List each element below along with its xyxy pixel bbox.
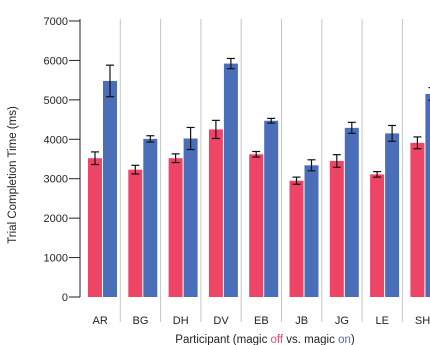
x-tick-labels: AR BG DH DV EB JB JG LE SH	[93, 315, 430, 327]
bar-on-bg	[143, 138, 158, 297]
x-axis-title-part: Participant (magic	[175, 334, 270, 345]
bar-off-dv	[208, 129, 223, 297]
y-tick-label: 0	[62, 292, 68, 304]
x-axis-title-part: off	[271, 334, 284, 345]
x-tick-label: DH	[173, 315, 189, 327]
bar-on-le	[385, 133, 400, 297]
y-axis: 0 1000 2000 3000 4000 5000 6000 7000	[44, 16, 81, 304]
y-tick-label: 6000	[44, 55, 68, 67]
bars	[88, 63, 430, 297]
x-tick-label: EB	[254, 315, 269, 327]
bar-off-le	[370, 174, 385, 297]
y-tick-label: 5000	[44, 95, 68, 107]
bar-on-sh	[425, 93, 430, 297]
bar-on-dh	[183, 138, 198, 297]
x-tick-label: JB	[295, 315, 308, 327]
y-tick-label: 4000	[44, 134, 68, 146]
y-tick-label: 1000	[44, 253, 68, 265]
x-tick-label: JG	[335, 315, 349, 327]
x-axis-title-part: )	[351, 334, 355, 345]
bar-on-jg	[344, 127, 359, 297]
bar-on-dv	[223, 63, 238, 297]
x-tick-label: LE	[376, 315, 389, 327]
bar-on-jb	[304, 165, 319, 297]
x-tick-label: SH	[415, 315, 430, 327]
bar-on-eb	[264, 120, 279, 297]
bar-off-bg	[128, 169, 143, 297]
x-axis-title-part: on	[338, 334, 351, 345]
x-tick-label: AR	[93, 315, 108, 327]
y-axis-title: Trial Completion Time (ms)	[7, 106, 19, 244]
x-tick-label: DV	[213, 315, 229, 327]
y-tick-label: 2000	[44, 213, 68, 225]
error-bars	[91, 57, 430, 185]
x-tick-label: BG	[132, 315, 148, 327]
x-axis-title: Participant (magic off vs. magic on)	[175, 334, 355, 345]
bar-off-eb	[249, 154, 264, 297]
group-separators	[119, 19, 403, 322]
bar-off-jg	[329, 160, 344, 297]
y-tick-label: 3000	[44, 174, 68, 186]
bar-off-dh	[168, 158, 183, 297]
bar-off-ar	[88, 158, 102, 297]
bar-on-ar	[103, 80, 117, 297]
y-tick-label: 7000	[44, 16, 68, 28]
x-axis-title-part: vs. magic	[283, 334, 338, 345]
bar-off-sh	[410, 142, 425, 297]
bar-off-jb	[289, 180, 304, 297]
